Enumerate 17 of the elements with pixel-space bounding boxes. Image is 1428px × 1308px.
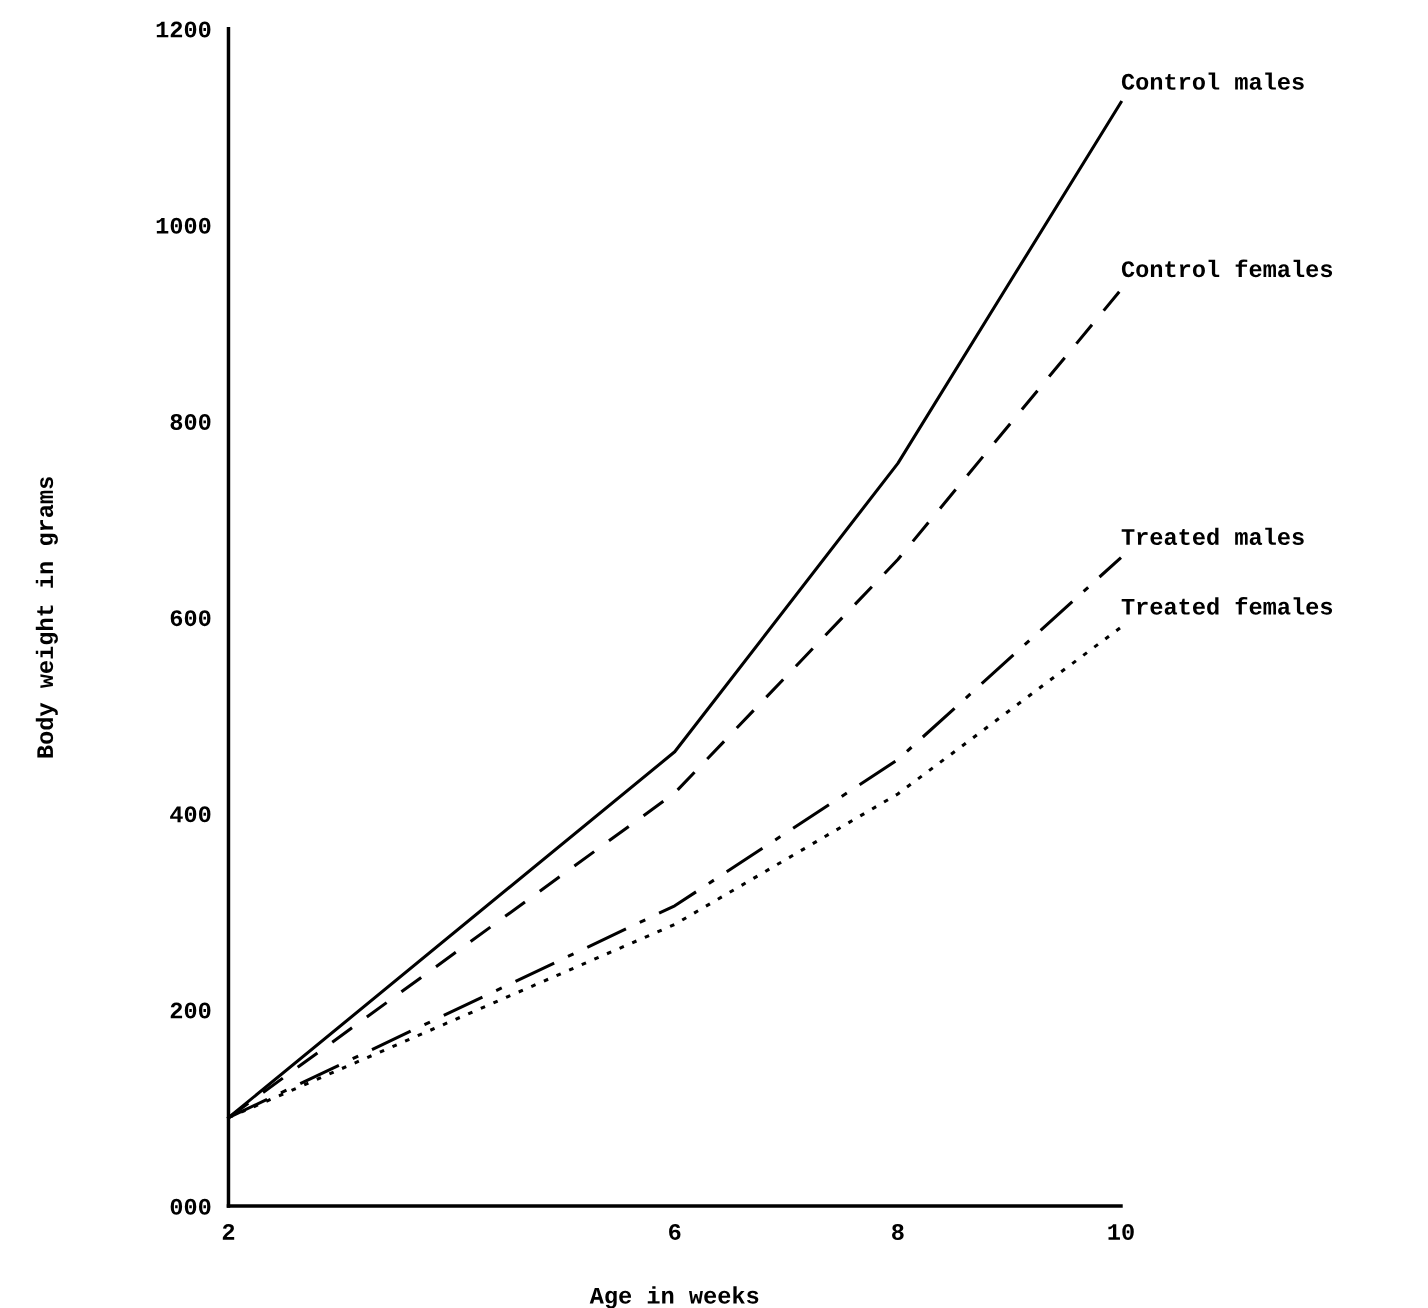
series-label: Control females — [1121, 259, 1333, 278]
series-label: Treated females — [1121, 596, 1333, 615]
x-tick-label: 8 — [892, 1223, 904, 1240]
x-tick-label: 2 — [222, 1223, 235, 1240]
x-tick-label: 6 — [669, 1223, 681, 1240]
x-tick-label: 10 — [1108, 1223, 1134, 1240]
y-tick-label: 800 — [170, 413, 211, 430]
y-tick-label: 1000 — [156, 217, 211, 234]
y-tick-label: 1200 — [156, 21, 211, 38]
y-tick-label: 600 — [170, 610, 211, 627]
y-axis-title: Body weight in grams — [35, 477, 58, 758]
y-tick-label: 200 — [170, 1002, 211, 1019]
x-axis-title: Age in weeks — [589, 1286, 759, 1308]
y-tick-label: 000 — [170, 1198, 211, 1215]
y-tick-label: 400 — [170, 806, 211, 823]
series-label: Treated males — [1121, 527, 1304, 546]
series-label: Control males — [1121, 72, 1304, 90]
